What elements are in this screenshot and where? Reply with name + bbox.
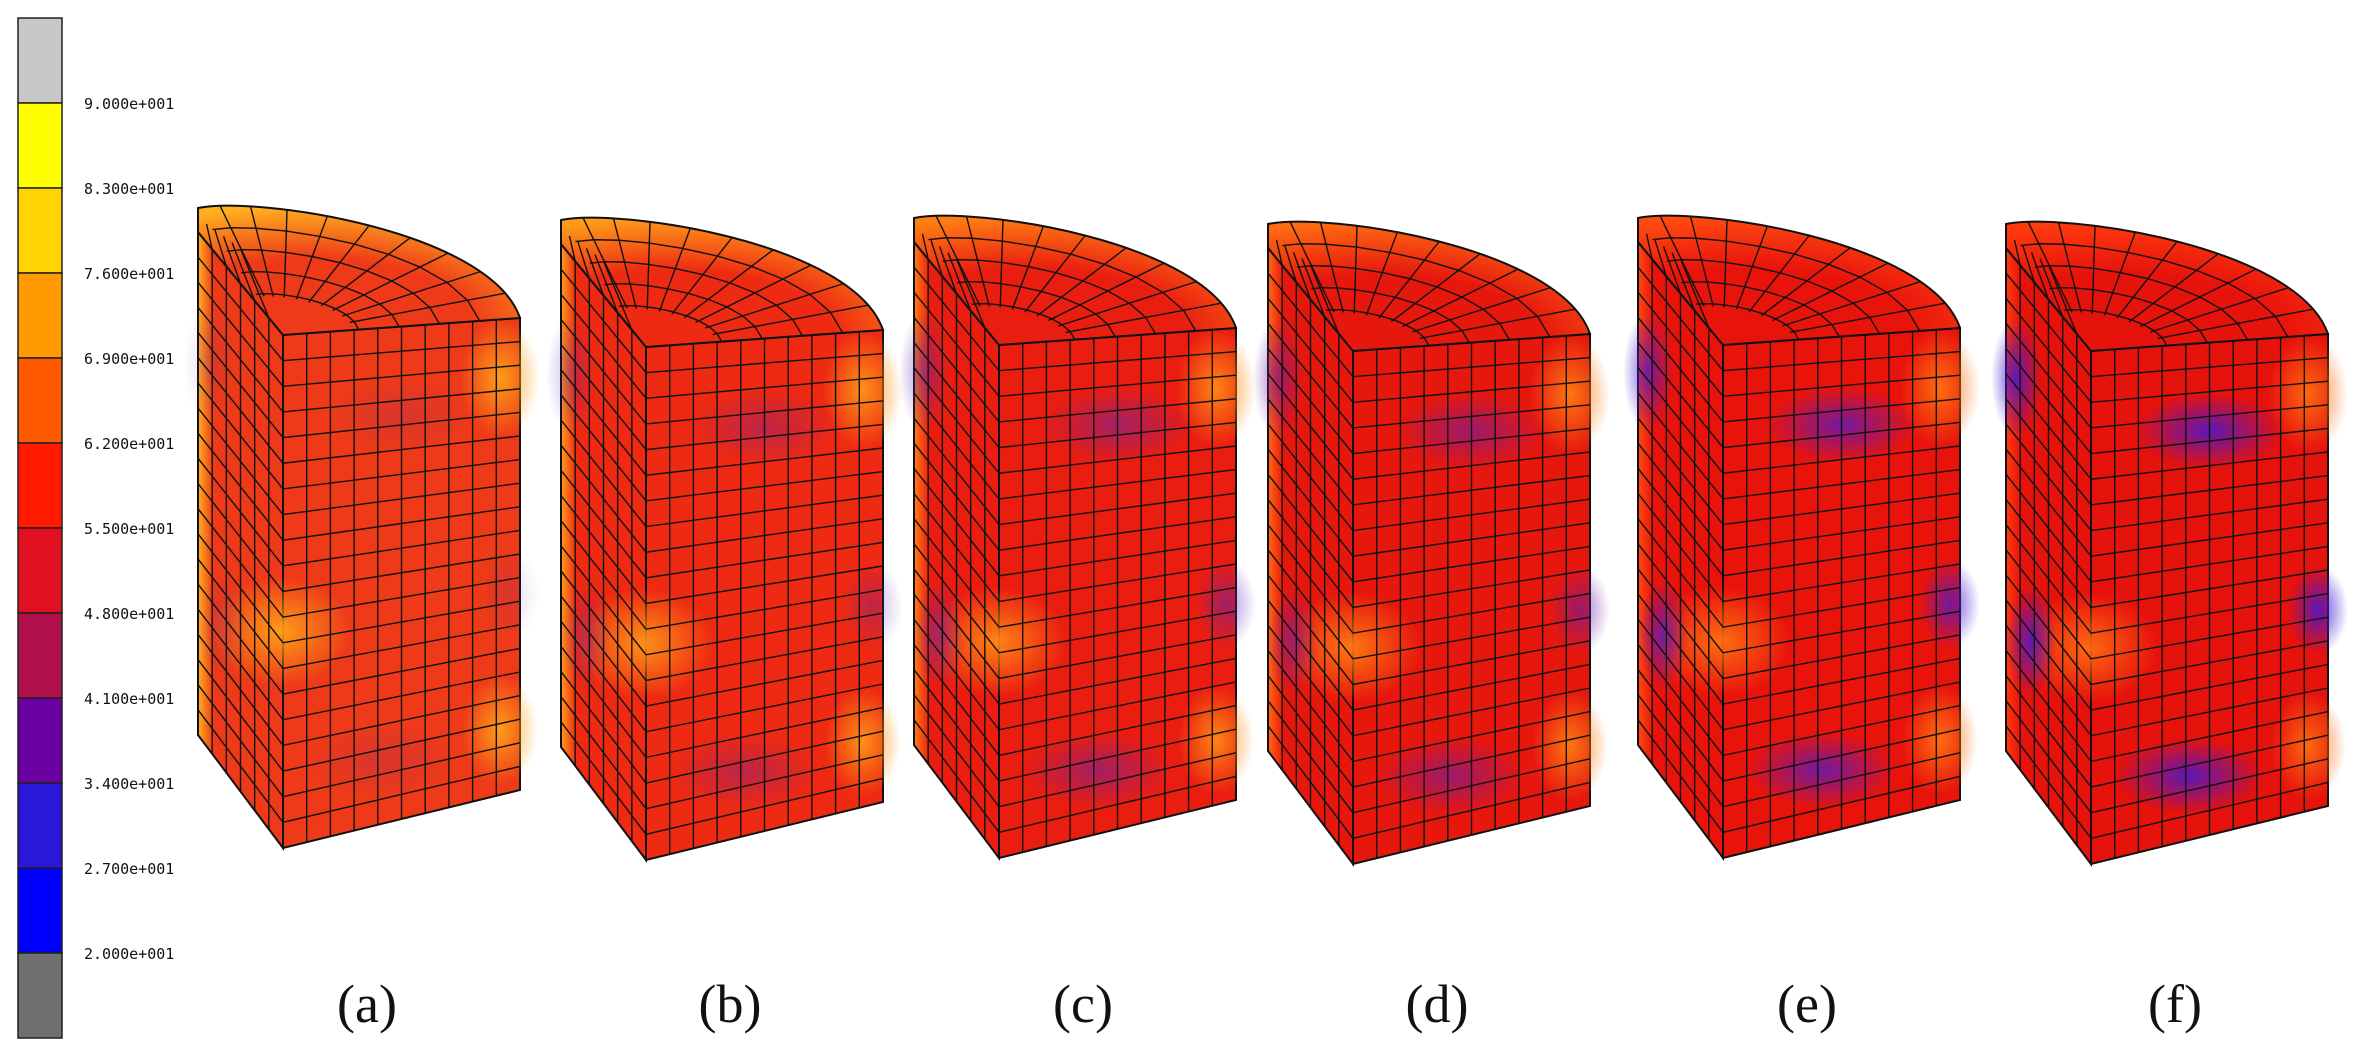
hot-zone xyxy=(2268,334,2348,454)
mesh-grid xyxy=(2005,221,2329,859)
hot-zone xyxy=(823,330,903,450)
cold-zone xyxy=(546,314,596,434)
top-face xyxy=(2005,220,2330,353)
panel-caption: (c) xyxy=(1053,974,1113,1034)
mesh-grid xyxy=(197,205,521,843)
cold-zone xyxy=(480,549,540,639)
colorbar-tick-label: 3.400e+001 xyxy=(84,775,174,793)
panel-c: (c) xyxy=(899,214,1256,1034)
colorbar: 9.000e+001 8.300e+001 7.600e+001 6.900e+001… xyxy=(17,17,174,1039)
colorbar-segment xyxy=(17,782,63,869)
cold-zone xyxy=(561,582,611,692)
colorbar-segment xyxy=(17,867,63,954)
hot-zone xyxy=(825,687,901,797)
top-face xyxy=(1637,214,1962,347)
panel-caption: (d) xyxy=(1406,974,1469,1034)
mesh-grid xyxy=(913,215,1237,853)
panel-caption: (b) xyxy=(699,974,762,1034)
colorbar-segment xyxy=(17,187,63,274)
colorbar-tick-label: 7.600e+001 xyxy=(84,265,174,283)
hot-zone xyxy=(1530,334,1610,454)
top-face xyxy=(1267,220,1592,353)
cold-zone xyxy=(2006,586,2056,696)
panel-d: (d) xyxy=(1253,220,1610,1034)
colorbar-segment xyxy=(17,442,63,529)
cold-zone xyxy=(914,580,964,690)
cold-zone xyxy=(1920,559,1980,649)
colorbar-tick-label: 5.500e+001 xyxy=(84,520,174,538)
panel-caption: (f) xyxy=(2148,974,2202,1034)
colorbar-segment xyxy=(17,527,63,614)
hot-zone xyxy=(1532,691,1608,801)
cold-zone xyxy=(1196,559,1256,649)
colorbar-tick-label: 6.900e+001 xyxy=(84,350,174,368)
cold-zone xyxy=(2288,565,2348,655)
panel-caption: (a) xyxy=(337,974,397,1034)
panel-e: (e) xyxy=(1623,214,1980,1034)
cold-zone xyxy=(899,312,949,432)
cold-zone xyxy=(1268,586,1318,696)
colorbar-segment xyxy=(17,952,63,1039)
cold-zone xyxy=(1638,580,1688,690)
cold-zone xyxy=(1991,318,2041,438)
colorbar-tick-label: 4.100e+001 xyxy=(84,690,174,708)
mesh-grid xyxy=(560,217,884,855)
cold-zone xyxy=(1623,312,1673,432)
mesh-grid xyxy=(1637,215,1961,853)
colorbar-segment xyxy=(17,612,63,699)
colorbar-segment xyxy=(17,697,63,784)
hot-zone xyxy=(1900,328,1980,448)
mesh-grid xyxy=(1267,221,1591,859)
colorbar-tick-label: 2.000e+001 xyxy=(84,945,174,963)
panel-f: (f) xyxy=(1991,220,2348,1034)
cold-zone xyxy=(843,561,903,651)
cold-zone xyxy=(1550,565,1610,655)
colorbar-tick-label: 9.000e+001 xyxy=(84,95,174,113)
top-face xyxy=(197,204,522,337)
hot-zone xyxy=(462,675,538,785)
panels: (a) (b) (c) (d) (e) (f) xyxy=(183,204,2348,1034)
colorbar-tick-label: 8.300e+001 xyxy=(84,180,174,198)
hot-zone xyxy=(1176,328,1256,448)
top-face xyxy=(560,216,885,349)
hot-zone xyxy=(2270,691,2346,801)
hot-zone xyxy=(1178,685,1254,795)
cold-zone xyxy=(1253,318,1303,438)
colorbar-segment xyxy=(17,357,63,444)
panel-a: (a) xyxy=(183,204,540,1034)
colorbar-tick-label: 4.800e+001 xyxy=(84,605,174,623)
colorbar-segment xyxy=(17,17,63,104)
hot-zone xyxy=(1902,685,1978,795)
hot-zone xyxy=(460,318,540,438)
cold-zone xyxy=(183,302,233,422)
top-face xyxy=(913,214,1238,347)
colorbar-tick-label: 6.200e+001 xyxy=(84,435,174,453)
colorbar-segment xyxy=(17,272,63,359)
panel-caption: (e) xyxy=(1777,974,1837,1034)
colorbar-segment xyxy=(17,102,63,189)
cold-zone xyxy=(198,570,248,680)
panel-b: (b) xyxy=(546,216,903,1034)
colorbar-tick-label: 2.700e+001 xyxy=(84,860,174,878)
